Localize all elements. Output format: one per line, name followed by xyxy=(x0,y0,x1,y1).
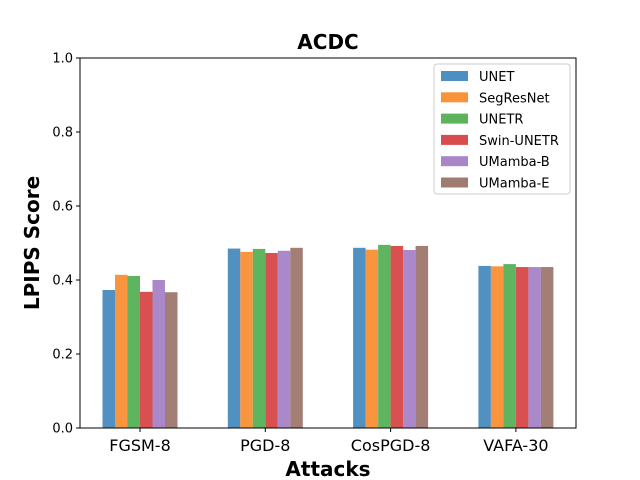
bar-segresnet-fgsm-8 xyxy=(115,274,128,428)
y-tick-label: 1.0 xyxy=(52,52,73,67)
legend-swatch-unet xyxy=(441,71,468,81)
bar-unet-vafa-30 xyxy=(478,265,491,428)
bar-unetr-fgsm-8 xyxy=(127,275,140,428)
bar-umamba-b-vafa-30 xyxy=(528,267,541,428)
legend-label-unet: UNET xyxy=(479,70,514,85)
legend-swatch-segresnet xyxy=(441,92,468,103)
bar-segresnet-vafa-30 xyxy=(490,266,504,428)
legend-swatch-swin-unetr xyxy=(441,134,468,145)
bar-swin-unetr-fgsm-8 xyxy=(140,291,153,428)
bar-unetr-pgd-8 xyxy=(252,248,266,428)
bar-segresnet-pgd-8 xyxy=(240,251,253,428)
bar-unet-fgsm-8 xyxy=(102,289,115,428)
bar-umamba-b-pgd-8 xyxy=(277,250,291,428)
bar-umamba-b-cospgd-8 xyxy=(403,250,416,428)
bar-swin-unetr-vafa-30 xyxy=(515,267,529,428)
legend-label-unetr: UNETR xyxy=(479,113,523,128)
y-tick-label: 0.0 xyxy=(52,422,73,437)
bar-swin-unetr-pgd-8 xyxy=(265,252,278,428)
legend-swatch-umamba-e xyxy=(441,177,468,188)
chart-title: ACDC xyxy=(297,30,358,54)
bar-unetr-vafa-30 xyxy=(503,264,516,428)
bar-umamba-e-vafa-30 xyxy=(540,267,554,428)
x-axis: FGSM-8 PGD-8 CosPGD-8 VAFA-30 xyxy=(109,428,549,455)
bar-umamba-e-fgsm-8 xyxy=(165,292,178,428)
y-tick-label: 0.4 xyxy=(52,274,73,289)
bars-group xyxy=(102,244,554,428)
y-axis: 0.0 0.2 0.4 0.6 0.8 1.0 xyxy=(52,52,80,437)
y-tick-label: 0.2 xyxy=(52,348,73,363)
legend-swatch-umamba-b xyxy=(441,156,468,167)
y-tick-label: 0.6 xyxy=(52,200,73,215)
y-axis-label: LPIPS Score xyxy=(20,176,44,310)
bar-unet-pgd-8 xyxy=(227,248,241,428)
legend-label-segresnet: SegResNet xyxy=(479,91,550,106)
bar-swin-unetr-cospgd-8 xyxy=(390,245,404,428)
legend-label-umamba-b: UMamba-B xyxy=(479,155,550,170)
x-axis-label: Attacks xyxy=(285,457,370,480)
x-tick-label: FGSM-8 xyxy=(109,436,171,455)
x-tick-label: PGD-8 xyxy=(240,436,290,455)
bar-segresnet-cospgd-8 xyxy=(365,249,379,428)
x-tick-label: CosPGD-8 xyxy=(351,436,431,455)
bar-unetr-cospgd-8 xyxy=(378,244,391,428)
plot-frame xyxy=(79,57,577,429)
y-tick-label: 0.8 xyxy=(52,126,73,141)
bar-umamba-b-fgsm-8 xyxy=(152,280,165,428)
x-tick-label: VAFA-30 xyxy=(483,436,548,455)
bar-unet-cospgd-8 xyxy=(353,247,366,428)
legend: UNET SegResNet UNETR Swin-UNETR UMamba-B UMam… xyxy=(433,63,571,195)
legend-swatch-unetr xyxy=(441,113,468,124)
legend-label-swin-unetr: Swin-UNETR xyxy=(479,134,559,149)
bar-umamba-e-cospgd-8 xyxy=(415,245,429,428)
legend-label-umamba-e: UMamba-E xyxy=(479,177,549,192)
bar-umamba-e-pgd-8 xyxy=(290,247,303,428)
